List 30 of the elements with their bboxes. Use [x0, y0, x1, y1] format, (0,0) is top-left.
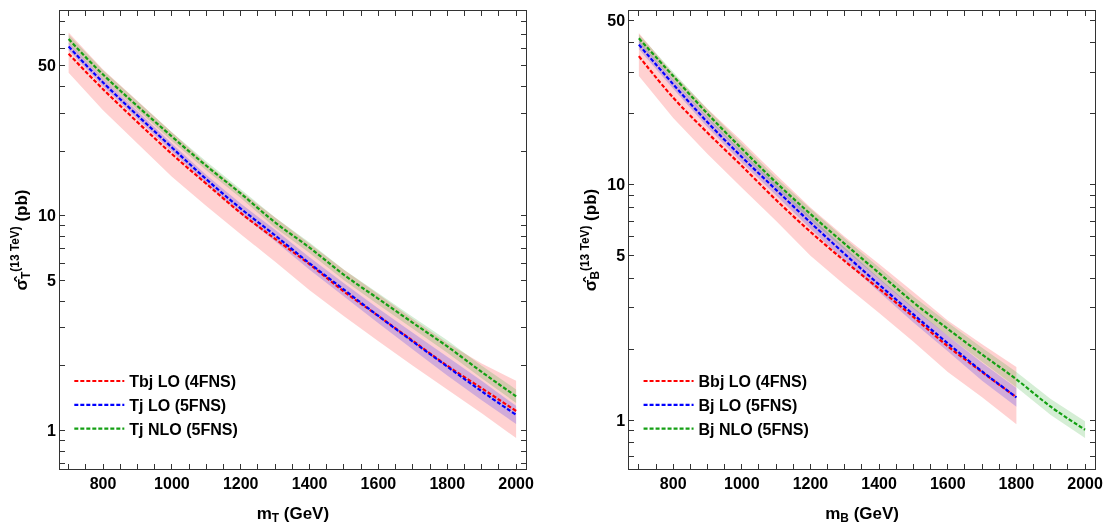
x-axis-title: m$_{B}$ (GeV) — [825, 503, 900, 526]
y-tick-label: 50 — [38, 57, 56, 75]
x-tick-label: 1000 — [724, 475, 760, 493]
x-tick-label: 1000 — [154, 475, 190, 493]
legend-label: Tj LO (5FNS) — [129, 397, 227, 415]
x-axis-title: m$_{T}$ (GeV) — [256, 503, 330, 526]
x-tick-label: 1400 — [291, 475, 328, 493]
x-tick-label: 800 — [659, 475, 687, 493]
legend-label: Bj NLO (5FNS) — [698, 420, 809, 438]
x-tick-label: 1600 — [360, 475, 397, 493]
x-tick-label: 800 — [89, 475, 117, 493]
y-tick-label: 10 — [607, 176, 626, 194]
y-tick-label: 5 — [46, 271, 56, 289]
x-tick-label: 1200 — [222, 475, 259, 493]
y-tick-label: 1 — [616, 411, 626, 429]
x-tick-label: 1600 — [929, 475, 966, 493]
legend-label: Bj LO (5FNS) — [698, 397, 798, 415]
x-tick-label: 1800 — [429, 475, 466, 493]
y-tick-label: 5 — [616, 247, 626, 265]
legend-label: Tbj LO (4FNS) — [129, 373, 236, 391]
x-tick-label: 2000 — [498, 475, 535, 493]
x-tick-label: 1800 — [998, 475, 1035, 493]
legend-label: Bbj LO (4FNS) — [698, 373, 807, 391]
y-tick-label: 1 — [46, 421, 56, 439]
legend-label: Tj NLO (5FNS) — [129, 420, 238, 438]
x-tick-label: 1200 — [792, 475, 829, 493]
y-tick-label: 10 — [38, 207, 56, 225]
x-tick-label: 2000 — [1067, 475, 1103, 493]
x-tick-label: 1400 — [861, 475, 898, 493]
y-tick-label: 50 — [607, 11, 626, 29]
